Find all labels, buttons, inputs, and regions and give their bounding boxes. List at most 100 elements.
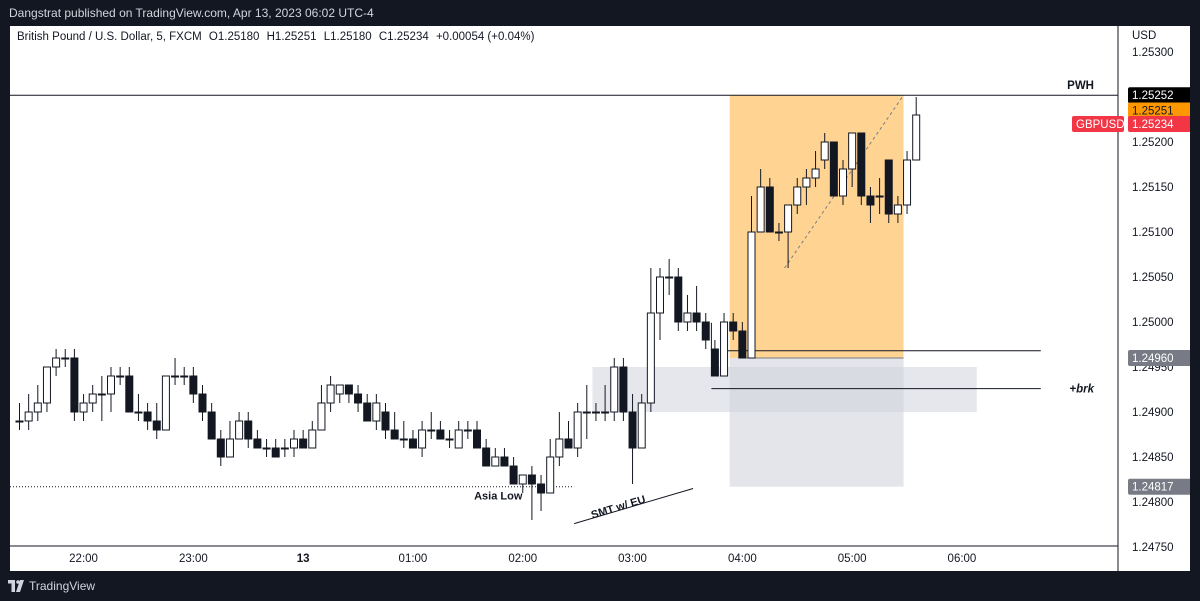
candle-body[interactable]	[683, 312, 692, 323]
candle-body[interactable]	[802, 177, 811, 188]
candle-body[interactable]	[399, 438, 408, 441]
candle-body[interactable]	[381, 411, 390, 431]
candle-body[interactable]	[555, 438, 564, 458]
candle-body[interactable]	[235, 420, 244, 440]
candle-body[interactable]	[189, 375, 198, 395]
candle-body[interactable]	[619, 366, 628, 413]
candle-body[interactable]	[125, 375, 134, 413]
candle-body[interactable]	[143, 411, 152, 422]
candle-body[interactable]	[42, 366, 51, 404]
candle-body[interactable]	[637, 402, 646, 449]
candle-body[interactable]	[454, 429, 463, 449]
candle-body[interactable]	[564, 438, 573, 449]
candle-body[interactable]	[537, 483, 546, 494]
candle-body[interactable]	[271, 447, 280, 458]
candle-body[interactable]	[107, 375, 115, 395]
candle-body[interactable]	[390, 429, 399, 440]
candle-body[interactable]	[738, 330, 747, 359]
candle-body[interactable]	[692, 312, 701, 323]
candle-body[interactable]	[15, 420, 24, 423]
candle-body[interactable]	[665, 276, 674, 279]
candle-body[interactable]	[710, 348, 719, 377]
candle-body[interactable]	[839, 168, 847, 197]
candle-body[interactable]	[97, 393, 106, 396]
candle-body[interactable]	[756, 186, 765, 233]
candle-body[interactable]	[784, 204, 793, 233]
candle-body[interactable]	[811, 168, 820, 179]
candle-body[interactable]	[70, 357, 79, 413]
candle-body[interactable]	[171, 375, 180, 378]
tradingview-logo-icon[interactable]	[8, 580, 24, 592]
candle-body[interactable]	[774, 231, 783, 234]
candle-body[interactable]	[52, 357, 61, 368]
candle-body[interactable]	[253, 438, 262, 449]
candle-body[interactable]	[24, 411, 33, 422]
candle-body[interactable]	[765, 186, 774, 233]
candle-body[interactable]	[290, 438, 298, 449]
candle-body[interactable]	[500, 456, 509, 467]
candle-body[interactable]	[161, 375, 170, 431]
candle-body[interactable]	[866, 195, 875, 206]
candle-body[interactable]	[582, 411, 591, 414]
candle-body[interactable]	[317, 402, 326, 431]
candle-body[interactable]	[354, 393, 363, 404]
candlestick-chart[interactable]: 1.253001.252501.252001.251501.251001.250…	[10, 26, 1194, 571]
footer-brand[interactable]: TradingView	[29, 579, 96, 593]
candle-body[interactable]	[244, 420, 253, 440]
candle-body[interactable]	[116, 375, 125, 378]
candle-body[interactable]	[418, 429, 427, 449]
candle-body[interactable]	[79, 402, 88, 413]
candle-body[interactable]	[225, 438, 234, 458]
candle-body[interactable]	[848, 132, 857, 170]
candle-body[interactable]	[912, 114, 921, 161]
candle-body[interactable]	[180, 375, 189, 378]
candle-body[interactable]	[473, 429, 481, 449]
candle-body[interactable]	[610, 366, 619, 413]
candle-body[interactable]	[33, 402, 42, 413]
candle-body[interactable]	[372, 402, 381, 422]
candle-body[interactable]	[436, 429, 445, 440]
candle-body[interactable]	[326, 384, 335, 404]
candle-body[interactable]	[445, 438, 454, 441]
candle-body[interactable]	[646, 312, 655, 404]
candle-body[interactable]	[198, 393, 207, 413]
candle-body[interactable]	[820, 141, 829, 161]
candle-body[interactable]	[573, 411, 582, 449]
candle-body[interactable]	[601, 411, 610, 414]
candle-body[interactable]	[88, 393, 97, 404]
chart-panel[interactable]: 1.253001.252501.252001.251501.251001.250…	[10, 26, 1194, 571]
candle-body[interactable]	[527, 474, 536, 485]
candle-body[interactable]	[344, 384, 353, 395]
candle-body[interactable]	[829, 141, 838, 197]
candle-body[interactable]	[701, 321, 710, 341]
candle-body[interactable]	[299, 438, 308, 449]
candle-body[interactable]	[134, 411, 143, 414]
candle-body[interactable]	[61, 357, 70, 360]
candle-body[interactable]	[793, 186, 802, 206]
candle-body[interactable]	[884, 159, 893, 215]
candle-body[interactable]	[262, 447, 271, 450]
candle-body[interactable]	[363, 402, 372, 422]
candle-body[interactable]	[518, 474, 527, 485]
candle-body[interactable]	[628, 411, 637, 449]
candle-body[interactable]	[207, 411, 216, 440]
candle-body[interactable]	[903, 159, 912, 206]
candle-body[interactable]	[280, 447, 289, 450]
candle-body[interactable]	[491, 456, 500, 467]
candle-body[interactable]	[656, 276, 664, 314]
candle-body[interactable]	[482, 447, 491, 467]
candle-body[interactable]	[546, 456, 555, 494]
candle-body[interactable]	[729, 321, 738, 332]
candle-body[interactable]	[152, 420, 161, 431]
candle-body[interactable]	[335, 384, 344, 395]
candle-body[interactable]	[408, 438, 417, 449]
candle-body[interactable]	[747, 231, 756, 359]
candle-body[interactable]	[591, 411, 600, 414]
candle-body[interactable]	[463, 429, 472, 432]
candle-body[interactable]	[875, 195, 884, 198]
candle-body[interactable]	[893, 204, 902, 215]
candle-body[interactable]	[720, 321, 729, 377]
candle-body[interactable]	[308, 429, 317, 449]
candle-body[interactable]	[857, 132, 866, 197]
candle-body[interactable]	[674, 276, 683, 323]
